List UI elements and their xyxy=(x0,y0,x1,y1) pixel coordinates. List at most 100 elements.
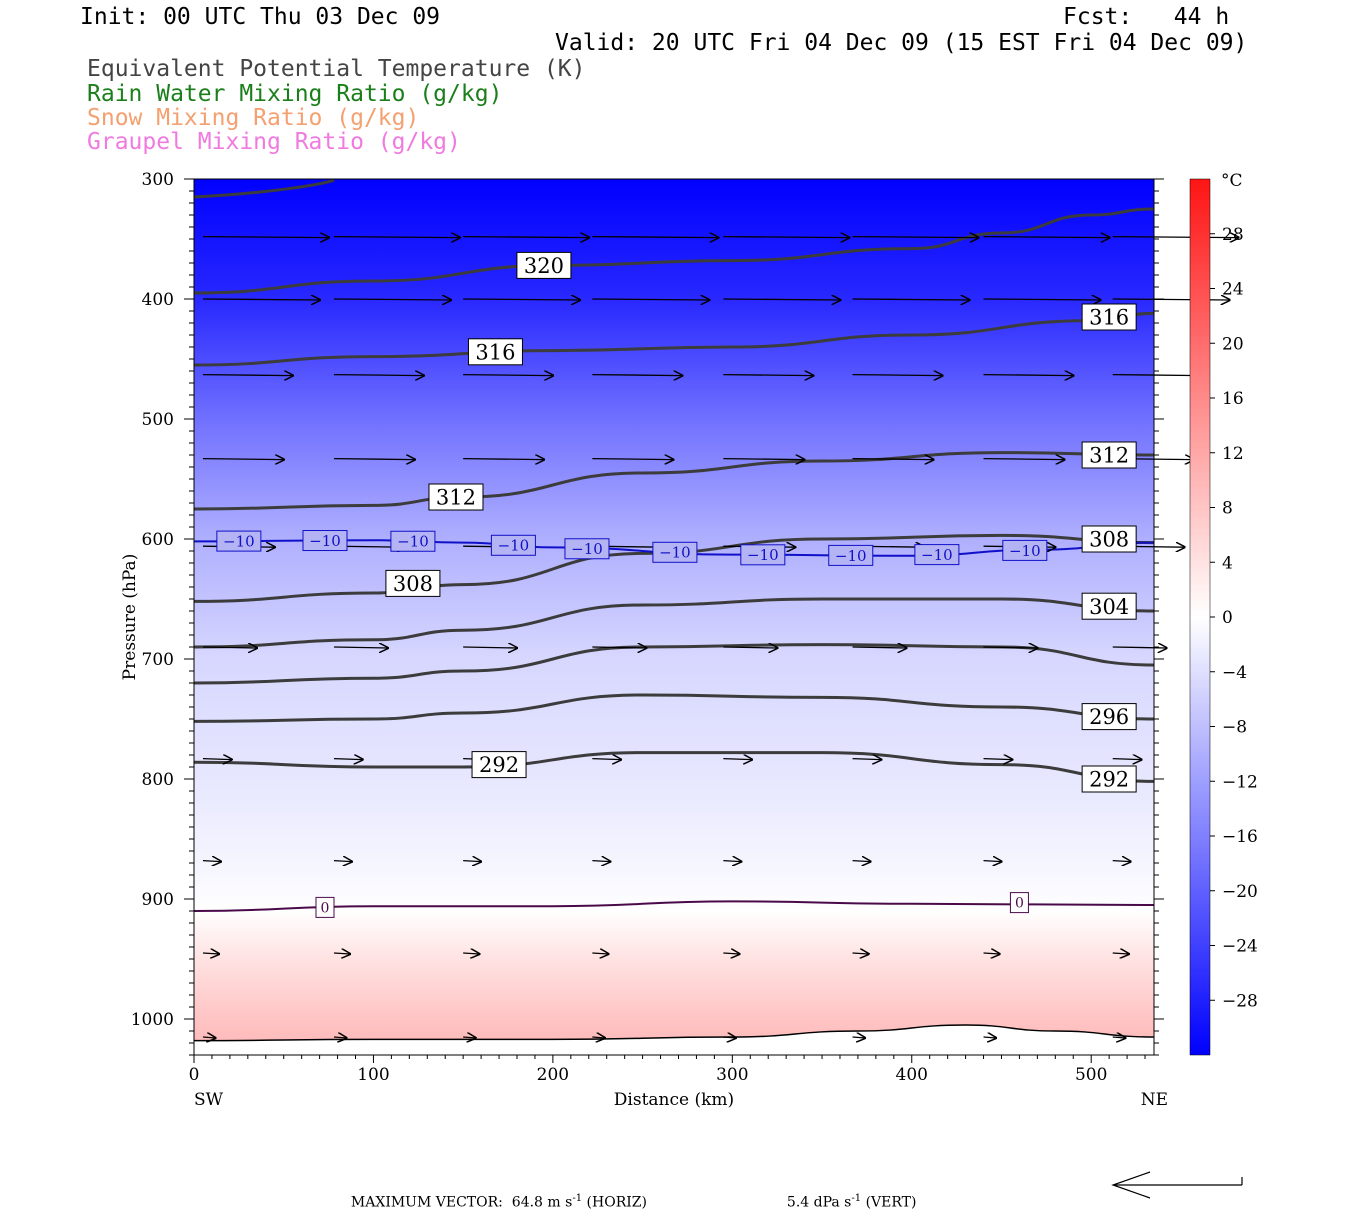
zero-label: 0 xyxy=(321,900,330,916)
terrain-mask xyxy=(193,1024,1155,1055)
wind-vector xyxy=(592,953,608,954)
wind-vector xyxy=(333,237,460,238)
x-tick-label: 100 xyxy=(357,1065,389,1085)
max-vector-arrow xyxy=(1111,1171,1243,1199)
wind-vector xyxy=(592,459,673,460)
minus10-label-box xyxy=(828,544,874,566)
terrain-fill xyxy=(194,1025,1154,1055)
theta-e-contour xyxy=(194,533,1154,603)
theta-e-label-box xyxy=(1081,441,1137,469)
legend-snow: Snow Mixing Ratio (g/kg) xyxy=(87,105,420,131)
max-vector-label: MAXIMUM VECTOR: 64.8 m s-1 (HORIZ) xyxy=(342,1177,647,1211)
wind-vector xyxy=(202,759,232,760)
wind-vector xyxy=(333,1037,347,1038)
minus10-label-box xyxy=(564,538,610,560)
colorbar-tick-label: 8 xyxy=(1222,499,1233,519)
wind-vector xyxy=(852,299,970,300)
plot-area: 320 316 316 312 312 308 308 304 296 292 292 −10 −10 −… xyxy=(193,178,1239,1056)
y-tick-label: 800 xyxy=(142,770,174,790)
wind-vector xyxy=(333,647,388,648)
legend-theta-e: Equivalent Potential Temperature (K) xyxy=(87,56,586,82)
valid-time: Valid: 20 UTC Fri 04 Dec 09 (15 EST Fri … xyxy=(555,30,1248,56)
distance-axis: 0 100 200 300 400 500 xyxy=(189,1055,1146,1085)
wind-vector xyxy=(723,375,813,376)
wind-vector xyxy=(723,299,840,300)
minus10-label-box xyxy=(302,530,348,552)
theta-e-contour xyxy=(194,693,1154,723)
colorbar: 28 24 20 16 12 8 4 0 −4 −8 −12 −16 −20 −24 −28 °C xyxy=(1189,171,1258,1056)
theta-e-contour xyxy=(194,751,1154,783)
vert-unit: (VERT) xyxy=(865,1194,917,1211)
zero-label: 0 xyxy=(1015,896,1024,912)
wind-vector xyxy=(463,861,481,862)
x-tick-label: 0 xyxy=(189,1065,200,1085)
contour-labels: 320 316 316 312 312 308 308 304 296 292 292 −10 −10 −… xyxy=(216,251,1137,918)
wind-vector xyxy=(1112,1037,1126,1038)
theta-e-label-box xyxy=(516,251,572,279)
wind-vector xyxy=(202,299,320,300)
horiz-exponent: -1 xyxy=(572,1193,583,1204)
x-tick-label: 200 xyxy=(537,1065,569,1085)
theta-e-label-box xyxy=(1081,525,1137,553)
wind-vector xyxy=(852,375,943,376)
pressure-axis: 300 400 500 600 700 800 900 1000 xyxy=(131,170,1164,1056)
wind-vector xyxy=(983,759,1013,760)
x-tick-label: 400 xyxy=(896,1065,928,1085)
y-tick-label: 600 xyxy=(142,530,174,550)
wind-vector xyxy=(202,375,293,376)
zero-label-box xyxy=(1009,892,1029,914)
minus10-label: −10 xyxy=(397,533,429,551)
minus10-label: −10 xyxy=(921,546,953,564)
theta-e-label: 304 xyxy=(1089,595,1129,619)
minus10-label-box xyxy=(216,530,262,552)
wind-vector xyxy=(333,299,451,300)
theta-e-contour xyxy=(194,451,1154,511)
theta-e-label: 312 xyxy=(1089,444,1129,468)
wind-vector xyxy=(852,861,871,862)
wind-vector xyxy=(202,1037,216,1038)
theta-e-contour xyxy=(194,311,1154,367)
wind-vector xyxy=(723,459,804,460)
wind-vector xyxy=(983,953,1000,954)
wind-vector xyxy=(1112,953,1129,954)
max-vector-title: MAXIMUM VECTOR: xyxy=(350,1194,503,1211)
legend-graupel: Graupel Mixing Ratio (g/kg) xyxy=(87,129,461,155)
colorbar-tick-label: −16 xyxy=(1222,827,1258,847)
theta-e-label-box xyxy=(385,569,441,597)
horiz-value: 64.8 m s xyxy=(511,1194,573,1211)
wind-vector xyxy=(463,299,580,300)
wind-vector xyxy=(983,647,1038,648)
colorbar-tick-label: −28 xyxy=(1222,991,1258,1011)
wind-vector xyxy=(592,759,621,760)
y-tick-label: 300 xyxy=(142,170,174,190)
minus10-label: −10 xyxy=(223,533,255,551)
wind-vector xyxy=(983,459,1065,460)
theta-e-label-box xyxy=(428,483,484,511)
wind-vector xyxy=(1112,375,1203,376)
wind-vector xyxy=(1112,759,1142,760)
zero-label-box xyxy=(315,896,335,918)
theta-e-label-box xyxy=(471,751,527,779)
wind-vector xyxy=(463,237,589,238)
wind-vector xyxy=(852,953,869,954)
minus10-label: −10 xyxy=(571,540,603,558)
colorbar-tick-label: 24 xyxy=(1222,280,1244,300)
wind-vector xyxy=(202,647,257,648)
temperature-field xyxy=(194,179,1154,1055)
theta-e-contours xyxy=(194,179,1154,912)
theta-e-label: 316 xyxy=(1089,306,1129,330)
wind-vector xyxy=(723,759,752,760)
wind-vector xyxy=(333,459,415,460)
theta-e-label-box xyxy=(1081,765,1137,793)
wind-vector xyxy=(723,647,777,648)
wind-vector xyxy=(592,861,610,862)
theta-e-label-box xyxy=(1081,592,1137,620)
wind-vector xyxy=(983,237,1110,238)
colorbar-tick-label: −8 xyxy=(1222,718,1247,738)
y-tick-label: 900 xyxy=(142,890,174,910)
minus10-label: −10 xyxy=(835,547,867,565)
colorbar-tick-label: 0 xyxy=(1222,608,1233,628)
theta-e-contour xyxy=(194,207,1154,295)
theta-e-label: 312 xyxy=(436,486,476,510)
minus10-label: −10 xyxy=(659,544,691,562)
